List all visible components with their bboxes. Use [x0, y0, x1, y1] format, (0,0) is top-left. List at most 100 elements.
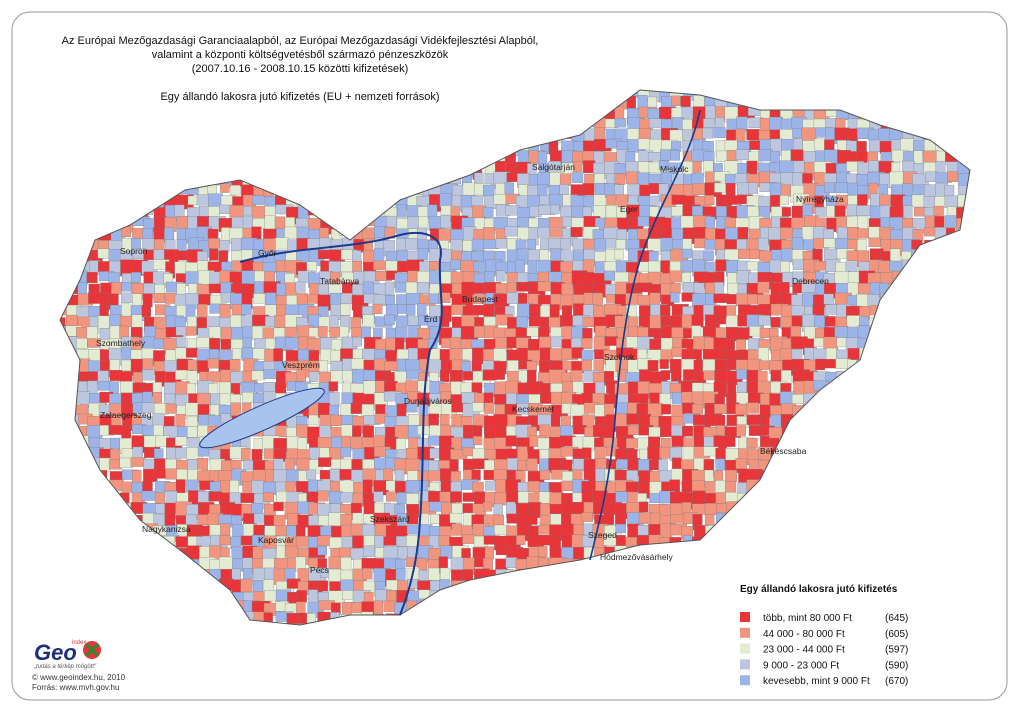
municipality	[207, 358, 221, 369]
municipality	[879, 392, 893, 405]
municipality	[218, 117, 229, 129]
municipality	[504, 226, 520, 237]
municipality	[506, 458, 519, 470]
municipality	[230, 138, 247, 154]
municipality	[792, 523, 802, 533]
municipality	[859, 503, 872, 519]
municipality	[386, 172, 398, 190]
municipality	[825, 426, 836, 437]
municipality	[782, 557, 793, 571]
municipality	[659, 393, 671, 405]
municipality	[219, 535, 231, 546]
municipality	[77, 141, 90, 159]
municipality	[537, 601, 551, 618]
municipality	[242, 151, 255, 170]
municipality	[242, 163, 254, 181]
municipality	[836, 534, 846, 553]
municipality	[362, 314, 375, 329]
municipality	[340, 217, 356, 228]
municipality	[60, 350, 73, 360]
municipality	[384, 151, 399, 165]
municipality	[185, 622, 199, 625]
municipality	[968, 215, 970, 228]
municipality	[936, 482, 947, 500]
municipality	[825, 503, 837, 521]
municipality	[935, 503, 945, 521]
municipality	[967, 425, 970, 443]
municipality	[396, 161, 411, 179]
municipality	[900, 304, 916, 316]
municipality	[868, 360, 886, 373]
municipality	[341, 116, 352, 135]
municipality	[120, 614, 137, 625]
municipality	[462, 503, 473, 514]
municipality	[429, 129, 444, 145]
municipality	[98, 611, 108, 625]
municipality	[912, 360, 928, 378]
municipality	[945, 568, 955, 582]
municipality	[385, 491, 397, 502]
municipality	[416, 140, 427, 154]
municipality	[527, 480, 540, 494]
municipality	[537, 569, 549, 585]
municipality	[968, 525, 970, 541]
municipality	[902, 316, 916, 333]
municipality	[120, 90, 133, 97]
municipality	[935, 392, 945, 407]
municipality	[670, 150, 680, 161]
municipality	[892, 471, 910, 482]
municipality	[768, 600, 781, 612]
municipality	[121, 195, 137, 208]
municipality	[441, 149, 458, 164]
municipality	[340, 138, 351, 152]
municipality	[944, 215, 957, 228]
municipality	[813, 426, 826, 436]
municipality	[176, 283, 186, 295]
municipality	[199, 623, 209, 625]
municipality	[296, 293, 308, 305]
municipality	[450, 259, 461, 270]
municipality	[76, 204, 88, 222]
municipality	[968, 326, 970, 340]
municipality	[636, 393, 649, 404]
municipality	[957, 502, 970, 514]
municipality	[143, 580, 156, 596]
municipality	[956, 128, 967, 145]
municipality	[933, 119, 949, 131]
municipality	[363, 117, 381, 129]
municipality	[892, 515, 905, 531]
municipality	[748, 623, 759, 625]
municipality	[659, 591, 674, 602]
municipality	[496, 270, 506, 282]
municipality	[351, 215, 361, 230]
municipality	[232, 624, 244, 625]
municipality	[780, 601, 793, 612]
municipality	[493, 140, 507, 156]
municipality	[857, 403, 875, 419]
municipality	[836, 490, 846, 505]
municipality	[306, 261, 318, 272]
municipality	[670, 514, 684, 524]
municipality	[879, 535, 896, 547]
municipality	[814, 405, 830, 421]
municipality	[100, 138, 116, 155]
municipality	[793, 416, 809, 433]
municipality	[944, 184, 955, 198]
municipality	[297, 161, 308, 177]
municipality	[427, 470, 443, 482]
municipality	[416, 107, 428, 121]
municipality	[781, 492, 796, 509]
municipality	[60, 569, 67, 582]
municipality	[823, 567, 841, 585]
municipality	[670, 625, 684, 641]
municipality	[307, 171, 317, 190]
municipality	[461, 139, 472, 156]
municipality	[207, 117, 224, 131]
municipality	[901, 546, 918, 560]
municipality	[417, 282, 430, 294]
municipality	[834, 393, 851, 410]
municipality	[834, 545, 850, 558]
municipality	[198, 151, 212, 165]
municipality	[473, 116, 487, 133]
municipality	[923, 601, 938, 615]
